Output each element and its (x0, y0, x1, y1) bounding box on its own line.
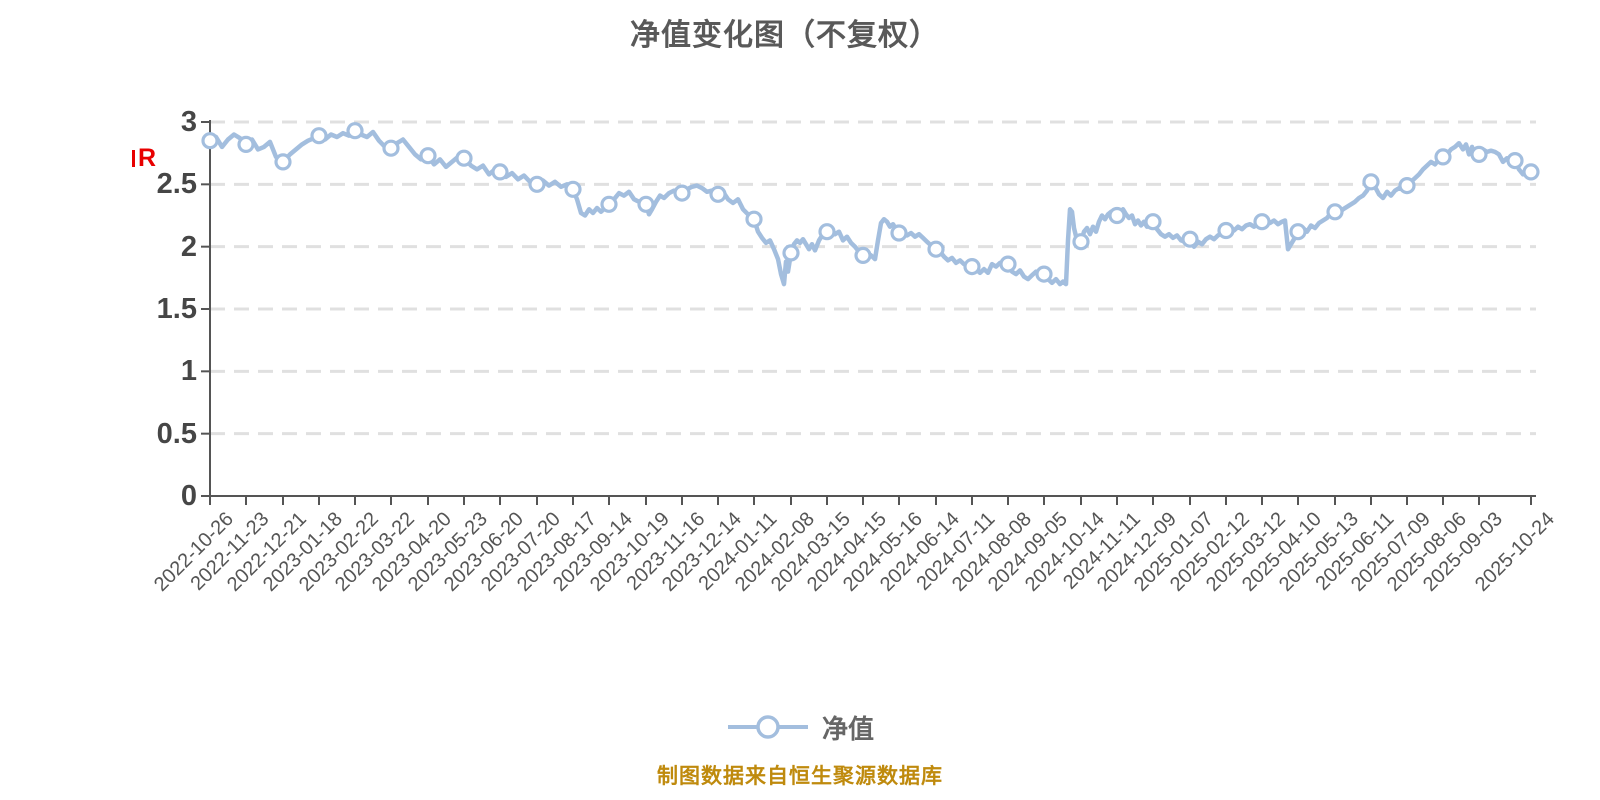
data-point-marker (274, 153, 292, 171)
data-point-marker (600, 195, 618, 213)
y-axis-label: 0 (180, 480, 197, 512)
data-point-marker (1144, 213, 1162, 231)
data-point-marker (1108, 206, 1126, 225)
y-axis-label: 3 (180, 106, 197, 138)
data-point-marker (1434, 148, 1452, 166)
data-point-marker (890, 224, 908, 242)
watermark-bar-icon (132, 150, 135, 167)
data-point-marker (782, 244, 800, 262)
data-point-marker (1398, 177, 1416, 195)
data-point-marker (564, 180, 582, 198)
y-axis-label: 0.5 (156, 417, 197, 450)
data-point-marker (1035, 265, 1053, 283)
data-point-marker (1506, 152, 1524, 170)
watermark-text: R (138, 144, 157, 172)
legend-label: 净值 (821, 713, 874, 744)
data-point-marker (455, 149, 473, 167)
data-point-marker (1181, 230, 1199, 248)
y-axis-label: 2.5 (156, 168, 197, 201)
data-point-marker (745, 210, 763, 228)
data-point-marker (382, 139, 400, 157)
data-point-marker (491, 163, 509, 181)
chart-title: 净值变化图（不复权） (630, 19, 940, 52)
data-point-marker (709, 185, 727, 203)
data-point-marker (1289, 223, 1307, 241)
data-point-marker (999, 255, 1017, 273)
legend-marker-icon (727, 715, 808, 739)
data-point-marker (310, 127, 328, 145)
data-point-marker (201, 132, 219, 150)
data-point-marker (1253, 213, 1271, 231)
data-point-marker (818, 223, 836, 241)
y-axis-label: 1.5 (156, 293, 197, 325)
data-point-marker (1072, 233, 1090, 251)
data-point-marker (1522, 163, 1540, 181)
data-source-note: 制图数据来自恒生聚源数据库 (657, 765, 943, 788)
data-point-marker (528, 175, 546, 193)
data-point-marker (1326, 203, 1344, 221)
data-point-marker (237, 135, 255, 153)
netvalue-line (207, 127, 1534, 287)
data-point-marker (346, 122, 364, 140)
data-point-marker (854, 246, 872, 264)
data-point-marker (963, 258, 981, 276)
data-point-marker (1470, 145, 1488, 163)
data-point-marker (1217, 221, 1235, 240)
chart-legend[interactable]: 净值 (0, 704, 1600, 750)
data-point-marker (673, 184, 691, 202)
data-point-marker (419, 147, 437, 165)
data-point-marker (927, 240, 945, 258)
netvalue-chart-plot (201, 120, 1540, 505)
red-watermark: R (132, 146, 156, 171)
data-point-marker (637, 195, 655, 213)
y-axis-label: 2 (180, 230, 197, 263)
y-axis-label: 1 (180, 355, 197, 388)
data-point-marker (1362, 173, 1380, 191)
